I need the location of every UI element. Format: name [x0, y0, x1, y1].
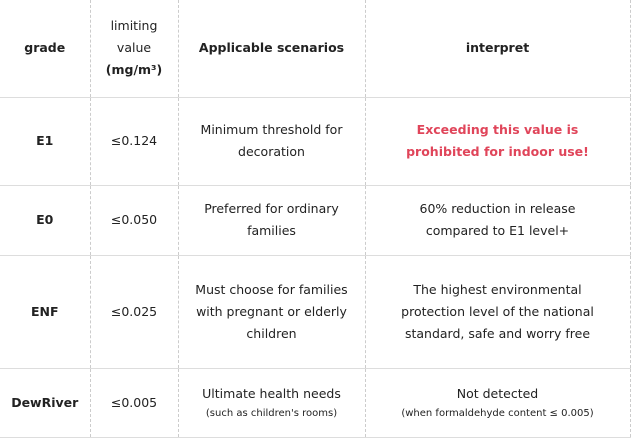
row: E0 ≤0.050 Preferred for ordinary familie…: [0, 184, 631, 256]
header-cell: limiting value (mg/m³): [89, 0, 179, 98]
interpret: Not detected (when formaldehyde content ≤…: [364, 367, 631, 438]
header-cell: interpret: [364, 0, 631, 98]
row: E1 ≤0.124 Minimum threshold for decorati…: [0, 96, 631, 186]
scenario-note: (such as children's rooms): [205, 407, 338, 419]
limit: ≤0.124: [89, 96, 179, 186]
header-row: grade limiting value (mg/m³) Applicable s…: [0, 0, 631, 98]
limit: ≤0.025: [89, 254, 179, 369]
scenario: Preferred for ordinary families: [177, 184, 366, 256]
scenario: Must choose for families with pregnant o…: [177, 254, 366, 369]
limit: ≤0.005: [89, 367, 179, 438]
header-cell: grade: [0, 0, 91, 98]
grade: E1: [0, 96, 91, 186]
grade: E0: [0, 184, 91, 256]
row: DewRiver ≤0.005 Ultimate health needs (su…: [0, 367, 631, 438]
scenario: Ultimate health needs (such as children's…: [177, 367, 366, 438]
interpret: The highest environmental protection lev…: [364, 254, 631, 369]
interpret-note: (when formaldehyde content ≤ 0.005): [401, 407, 594, 419]
scenario-text: Ultimate health needs: [202, 385, 341, 401]
header-text: limiting value: [110, 18, 158, 56]
grade: DewRiver: [0, 367, 91, 438]
row: ENF ≤0.025 Must choose for families with…: [0, 254, 631, 369]
interpret: Exceeding this value is prohibited for i…: [364, 96, 631, 186]
limit: ≤0.050: [89, 184, 179, 256]
header-unit: (mg/m³): [105, 62, 163, 78]
interpret: 60% reduction in release compared to E1 …: [364, 184, 631, 256]
scenario: Minimum threshold for decoration: [177, 96, 366, 186]
grade: ENF: [0, 254, 91, 369]
header-cell: Applicable scenarios: [177, 0, 366, 98]
interpret-text: Not detected: [456, 385, 539, 401]
